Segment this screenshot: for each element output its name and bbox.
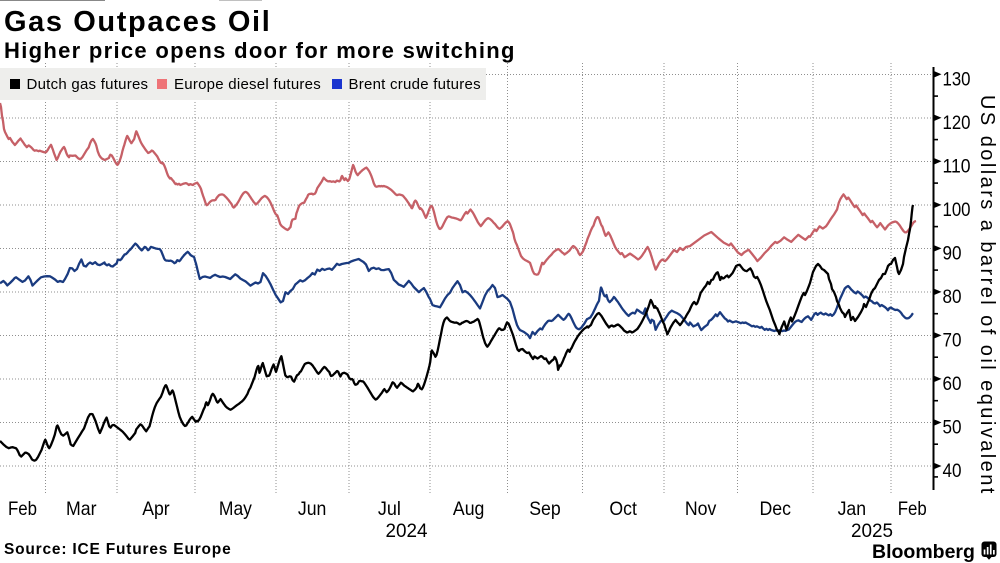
svg-text:Oct: Oct — [609, 498, 637, 520]
svg-text:50: 50 — [943, 417, 962, 439]
svg-text:Jun: Jun — [298, 498, 327, 520]
svg-text:2024: 2024 — [386, 520, 428, 542]
svg-text:Dec: Dec — [760, 498, 792, 520]
svg-text:Aug: Aug — [453, 498, 485, 520]
svg-text:Nov: Nov — [685, 498, 717, 520]
svg-text:Sep: Sep — [529, 498, 561, 520]
svg-text:110: 110 — [943, 155, 971, 177]
svg-text:Mar: Mar — [66, 498, 97, 520]
svg-text:60: 60 — [943, 373, 962, 395]
svg-text:Jan: Jan — [838, 498, 867, 520]
svg-text:40: 40 — [943, 460, 962, 482]
svg-text:90: 90 — [943, 242, 962, 264]
svg-text:120: 120 — [943, 112, 971, 134]
svg-text:Feb: Feb — [8, 498, 37, 520]
svg-text:Apr: Apr — [142, 498, 170, 520]
svg-text:May: May — [219, 498, 252, 520]
svg-text:70: 70 — [943, 329, 962, 351]
svg-text:Feb: Feb — [898, 498, 927, 520]
svg-text:100: 100 — [943, 199, 971, 221]
svg-text:Jul: Jul — [378, 498, 401, 520]
svg-text:80: 80 — [943, 286, 962, 308]
svg-text:130: 130 — [943, 68, 971, 90]
svg-text:2025: 2025 — [851, 520, 893, 542]
